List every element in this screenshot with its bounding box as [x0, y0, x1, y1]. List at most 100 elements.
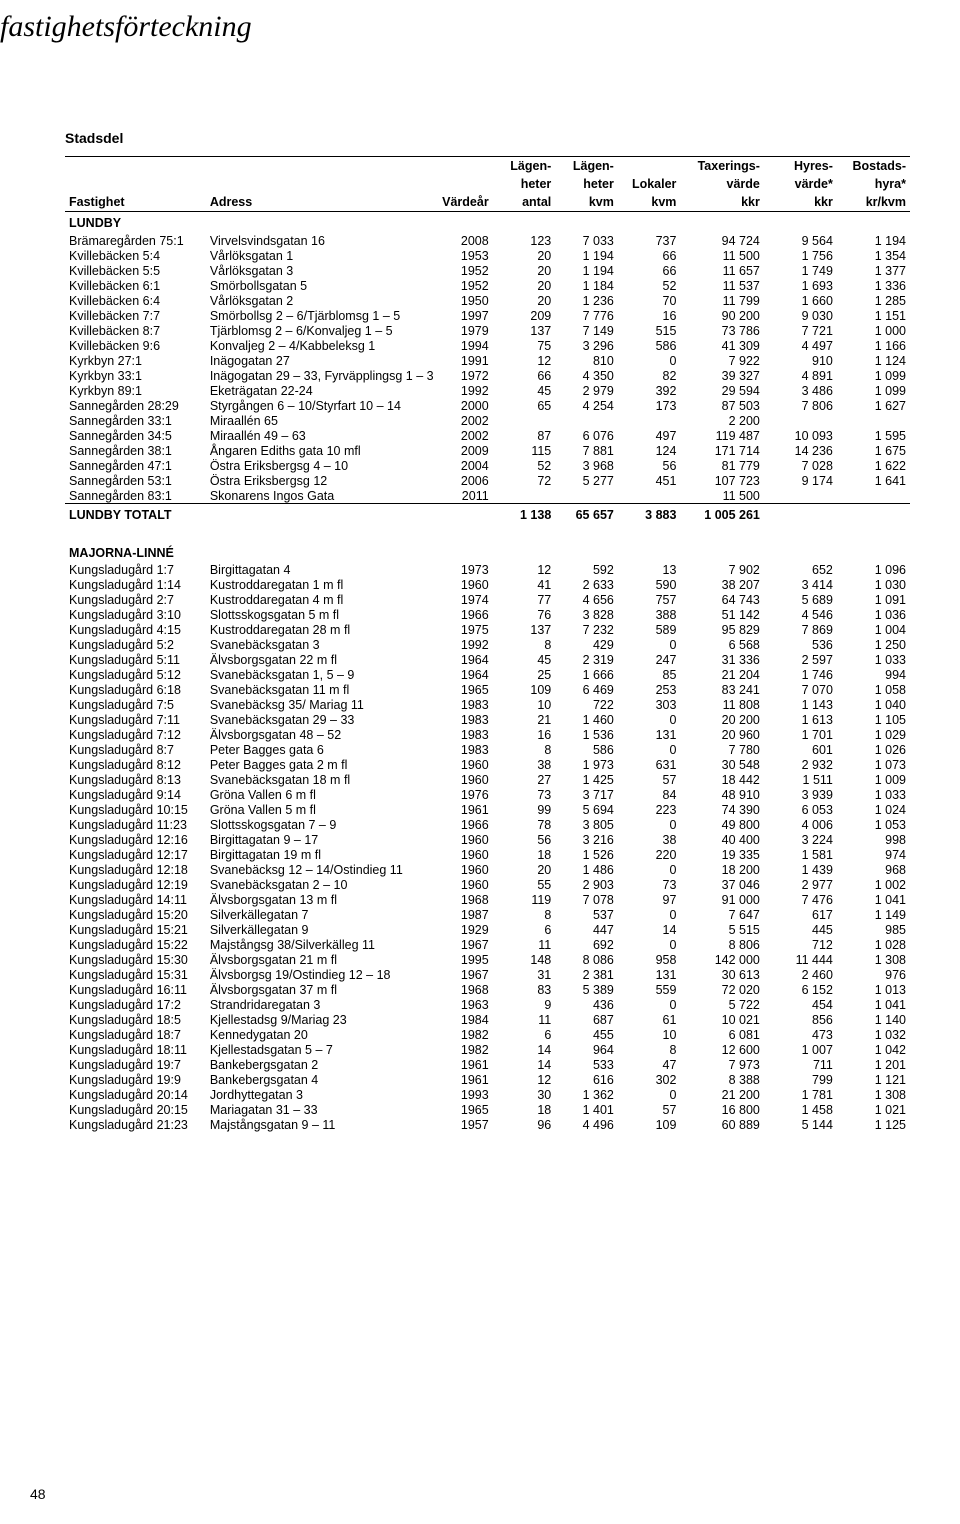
col-header [430, 175, 493, 193]
table-cell: 1973 [430, 563, 493, 578]
table-cell: 3 968 [555, 458, 618, 473]
table-cell: 6 [493, 1028, 556, 1043]
table-cell: 19 335 [680, 848, 763, 863]
col-header [65, 157, 206, 176]
table-cell: 445 [764, 923, 837, 938]
table-row: Kungsladugård 8:13Svanebäcksgatan 18 m f… [65, 773, 910, 788]
table-cell: 5 144 [764, 1118, 837, 1133]
table-cell: 1 973 [555, 758, 618, 773]
table-cell: 10 093 [764, 428, 837, 443]
table-cell: Kvillebäcken 6:4 [65, 293, 206, 308]
table-cell: 1 024 [837, 803, 910, 818]
table-cell: Inägogatan 27 [206, 353, 430, 368]
table-cell: Kungsladugård 5:12 [65, 668, 206, 683]
table-cell [837, 488, 910, 504]
table-cell: 2 319 [555, 653, 618, 668]
table-cell: 1 425 [555, 773, 618, 788]
table-cell: 497 [618, 428, 681, 443]
table-cell: Mariagatan 31 – 33 [206, 1103, 430, 1118]
table-cell: 1 036 [837, 608, 910, 623]
table-cell: 1991 [430, 353, 493, 368]
table-cell: 1 026 [837, 743, 910, 758]
table-cell: 6 469 [555, 683, 618, 698]
table-cell: 12 600 [680, 1043, 763, 1058]
table-cell: 1976 [430, 788, 493, 803]
table-cell: 722 [555, 698, 618, 713]
table-cell: Konvaljeg 2 – 4/Kabbeleksg 1 [206, 338, 430, 353]
table-cell: 47 [618, 1058, 681, 1073]
table-cell: Majstångsg 38/Silverkälleg 11 [206, 938, 430, 953]
table-cell: Brämaregården 75:1 [65, 233, 206, 248]
table-cell: 99 [493, 803, 556, 818]
table-cell: Silverkällegatan 7 [206, 908, 430, 923]
table-row: Kungsladugård 15:31Älvsborgsg 19/Ostindi… [65, 968, 910, 983]
table-cell: Smörbollsgatan 5 [206, 278, 430, 293]
table-cell: 1992 [430, 638, 493, 653]
table-cell: Jordhyttegatan 3 [206, 1088, 430, 1103]
table-cell: Kungsladugård 8:13 [65, 773, 206, 788]
table-row: Kungsladugård 20:15Mariagatan 31 – 33196… [65, 1103, 910, 1118]
table-cell: 11 808 [680, 698, 763, 713]
table-cell: Svanebäcksgatan 29 – 33 [206, 713, 430, 728]
table-cell: 1 336 [837, 278, 910, 293]
table-cell: 1 781 [764, 1088, 837, 1103]
table-cell: 976 [837, 968, 910, 983]
table-cell: 48 910 [680, 788, 763, 803]
table-cell: 1 030 [837, 578, 910, 593]
table-cell: 2 979 [555, 383, 618, 398]
table-cell: Kustroddaregatan 4 m fl [206, 593, 430, 608]
table-cell: 1 756 [764, 248, 837, 263]
table-cell: 998 [837, 833, 910, 848]
table-cell: 51 142 [680, 608, 763, 623]
table-cell: 799 [764, 1073, 837, 1088]
table-cell: 1967 [430, 938, 493, 953]
table-cell: 1 096 [837, 563, 910, 578]
table-cell: 253 [618, 683, 681, 698]
col-header [430, 157, 493, 176]
table-cell: 1983 [430, 743, 493, 758]
table-cell: 1 000 [837, 323, 910, 338]
content-area: Stadsdel Lägen-Lägen-Taxerings-Hyres-Bos… [0, 0, 960, 1173]
table-cell: 1 041 [837, 998, 910, 1013]
table-cell: 1983 [430, 713, 493, 728]
table-cell: Inägogatan 29 – 33, Fyrväpplingsg 1 – 3 [206, 368, 430, 383]
table-row: Kungsladugård 5:2Svanebäcksgatan 3199284… [65, 638, 910, 653]
table-row: Kvillebäcken 5:5Vårlöksgatan 31952201 19… [65, 263, 910, 278]
table-row: Kungsladugård 6:18Svanebäcksgatan 11 m f… [65, 683, 910, 698]
table-cell: Svanebäcksgatan 3 [206, 638, 430, 653]
table-cell: 6 [493, 923, 556, 938]
table-cell: 1953 [430, 248, 493, 263]
table-cell: 20 [493, 278, 556, 293]
table-cell: 10 [493, 698, 556, 713]
table-cell [764, 488, 837, 504]
table-cell: Kungsladugård 12:16 [65, 833, 206, 848]
table-cell: 1 007 [764, 1043, 837, 1058]
table-cell: 1 460 [555, 713, 618, 728]
table-row: Kungsladugård 14:11Älvsborgsgatan 13 m f… [65, 893, 910, 908]
table-cell: 1993 [430, 1088, 493, 1103]
table-cell: 1992 [430, 383, 493, 398]
table-cell: 1 285 [837, 293, 910, 308]
table-cell: 30 548 [680, 758, 763, 773]
table-cell: 7 881 [555, 443, 618, 458]
table-cell: 31 [493, 968, 556, 983]
table-cell: 82 [618, 368, 681, 383]
table-cell: 66 [618, 248, 681, 263]
table-cell: 1 622 [837, 458, 910, 473]
table-cell: 473 [764, 1028, 837, 1043]
table-cell: 84 [618, 788, 681, 803]
table-cell: 1 201 [837, 1058, 910, 1073]
table-cell: Kungsladugård 7:11 [65, 713, 206, 728]
table-cell: 0 [618, 713, 681, 728]
table-cell: 14 [493, 1058, 556, 1073]
table-cell: 1 701 [764, 728, 837, 743]
table-cell: 9 030 [764, 308, 837, 323]
table-cell: 3 296 [555, 338, 618, 353]
table-cell: 2006 [430, 473, 493, 488]
table-cell: 27 [493, 773, 556, 788]
table-cell: 994 [837, 668, 910, 683]
table-cell: 7 476 [764, 893, 837, 908]
table-row: Kungsladugård 15:20Silverkällegatan 7198… [65, 908, 910, 923]
table-body: LUNDBYBrämaregården 75:1Virvelsvindsgata… [65, 212, 910, 1133]
table-cell: Svanebäcksgatan 2 – 10 [206, 878, 430, 893]
